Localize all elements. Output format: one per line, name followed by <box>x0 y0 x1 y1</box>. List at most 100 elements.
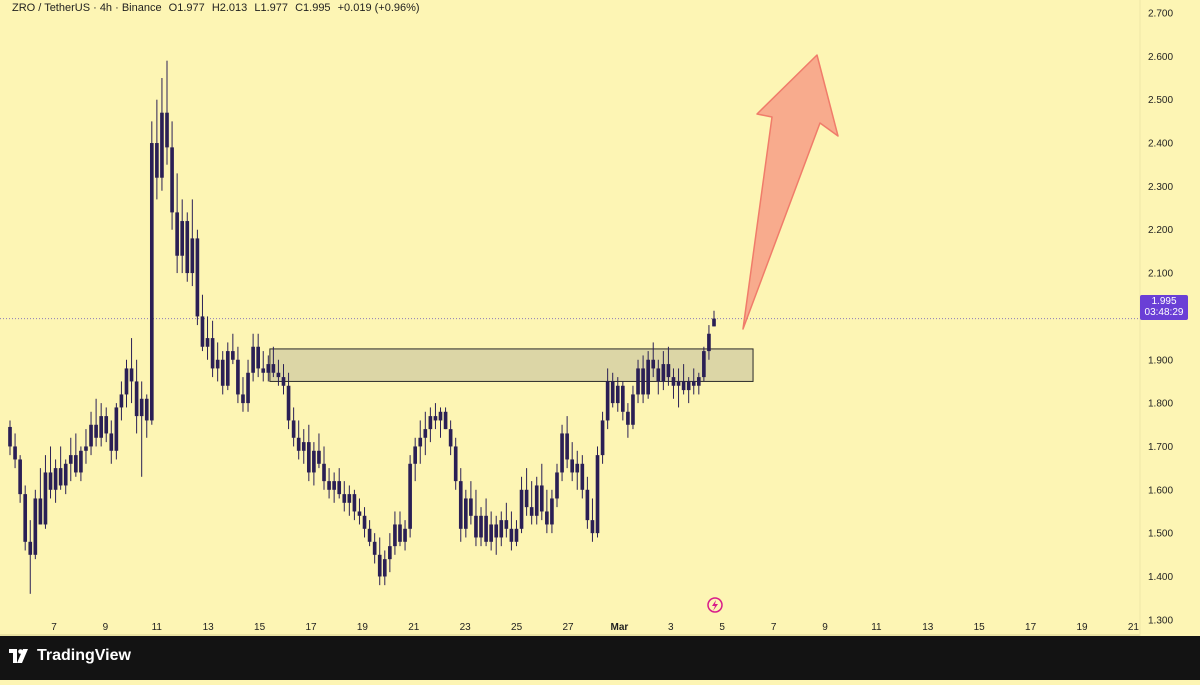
candle-body <box>241 394 245 404</box>
time-tick-label: 17 <box>305 622 317 633</box>
candle-body <box>84 446 88 451</box>
candle-body <box>443 411 448 430</box>
time-tick-label: 13 <box>922 622 934 633</box>
candle-body <box>539 485 544 512</box>
candle-body <box>595 455 600 534</box>
tradingview-logo[interactable]: TradingView <box>9 647 131 665</box>
projection-arrow[interactable] <box>742 54 839 330</box>
symbol-header[interactable]: ZRO / TetherUS · 4h · Binance O1.977 H2.… <box>12 2 424 14</box>
candle-body <box>200 316 205 347</box>
candle-body <box>686 381 691 391</box>
candle-body <box>707 333 711 352</box>
candle-body <box>301 442 306 451</box>
candle-body <box>149 143 154 421</box>
candle-body <box>484 515 488 542</box>
time-tick-label: 9 <box>103 622 109 633</box>
candle-body <box>570 459 575 473</box>
price-tick-label: 2.700 <box>1148 9 1173 20</box>
candle-body <box>261 368 266 373</box>
resistance-zone-box[interactable] <box>269 348 754 382</box>
candle-body <box>372 541 377 555</box>
candle-body <box>271 364 276 373</box>
time-tick-label: 21 <box>1128 622 1140 633</box>
candle-body <box>104 416 109 434</box>
candle-body <box>306 442 311 473</box>
candle-body <box>656 368 661 382</box>
candle-body <box>74 455 78 473</box>
candle-body <box>347 494 352 503</box>
candle-body <box>18 459 22 495</box>
candle-body <box>144 398 149 421</box>
price-tick-label: 1.300 <box>1148 615 1173 626</box>
candle-body <box>367 528 372 542</box>
candle-body <box>585 489 590 521</box>
candle-body <box>205 338 210 347</box>
candle-body <box>428 416 433 430</box>
candle-body <box>155 143 159 178</box>
price-tick-label: 1.700 <box>1148 442 1173 453</box>
price-tick-label: 2.400 <box>1148 139 1173 150</box>
candle-body <box>53 468 58 490</box>
time-tick-label: 17 <box>1025 622 1037 633</box>
price-tick-label: 1.900 <box>1148 355 1173 366</box>
candle-body <box>246 372 250 404</box>
last-price-tag: 1.995 03:48:29 <box>1140 295 1188 320</box>
candle-body <box>580 463 585 490</box>
candle-body <box>514 528 519 542</box>
candle-body <box>605 381 610 421</box>
candle-body <box>139 398 144 417</box>
time-axis[interactable]: 7 9 11 13 15 17 19 21 23 25 27 Mar 3 5 7 9 11 13 15 17 19 21 <box>51 622 1139 633</box>
price-tick-label: 2.100 <box>1148 269 1173 280</box>
time-tick-label: 15 <box>974 622 986 633</box>
lightning-icon[interactable] <box>707 597 723 613</box>
candle-body <box>393 524 397 547</box>
candle-body <box>38 498 43 525</box>
candle-body <box>266 364 271 373</box>
tradingview-logo-icon <box>9 649 28 663</box>
candle-body <box>615 385 620 404</box>
candle-body <box>236 359 240 395</box>
candle-body <box>666 364 671 378</box>
time-tick-label: 19 <box>1076 622 1088 633</box>
low-value: L1.977 <box>254 2 289 14</box>
candle-body <box>423 429 428 438</box>
high-value: H2.013 <box>211 2 248 14</box>
candle-body <box>119 394 124 408</box>
price-tick-label: 1.800 <box>1148 399 1173 410</box>
candle-body <box>621 385 625 412</box>
candle-body <box>160 112 164 178</box>
candle-body <box>256 346 260 369</box>
candle-body <box>590 520 595 534</box>
candle-body <box>43 472 48 525</box>
candle-body <box>626 411 630 425</box>
candle-body <box>545 511 549 525</box>
candle-body <box>474 515 478 538</box>
candle-body <box>175 212 179 256</box>
candle-body <box>458 481 463 529</box>
candle-body <box>504 520 509 529</box>
candle-body <box>418 437 423 447</box>
candle-body <box>388 546 392 560</box>
candle-body <box>129 368 134 382</box>
candle-body <box>433 416 438 421</box>
symbol-label[interactable]: ZRO / TetherUS · 4h · Binance <box>12 2 162 14</box>
footer-bar: TradingView <box>0 636 1200 680</box>
time-tick-label: 15 <box>254 622 266 633</box>
candle-body <box>671 377 676 386</box>
candle-body <box>28 541 33 555</box>
candle-body <box>398 524 402 542</box>
candle-body <box>170 147 174 213</box>
candle-body <box>79 450 83 473</box>
candle-body <box>281 377 286 386</box>
candle-body <box>702 351 706 378</box>
candle-body <box>89 424 93 447</box>
last-price-value: 1.995 <box>1151 296 1177 307</box>
price-axis[interactable]: 2.700 2.600 2.500 2.400 2.300 2.200 2.100 1.900… <box>1148 9 1173 627</box>
candle-body <box>251 346 255 373</box>
candle-body <box>529 507 534 516</box>
candle-body <box>327 481 331 490</box>
candle-body <box>438 411 443 421</box>
candle-body <box>448 429 453 447</box>
